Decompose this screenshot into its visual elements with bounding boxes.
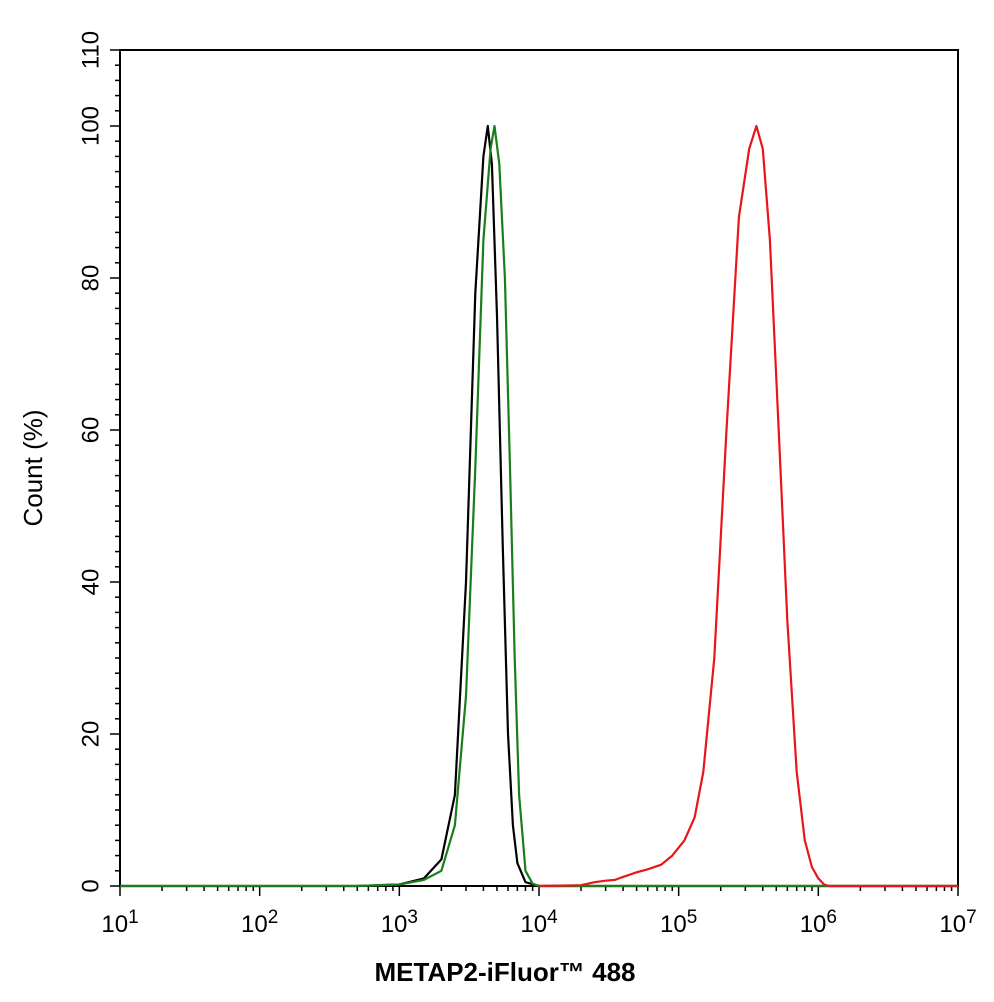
x-axis: 101 102 103 104 105 106 107	[101, 886, 977, 938]
x-axis-title: METAP2-iFluor™ 488	[374, 957, 635, 987]
x-tick-label: 106	[800, 907, 837, 938]
y-tick-label: 60	[77, 417, 104, 444]
y-tick-label: 0	[77, 879, 104, 892]
x-tick-label: 107	[939, 907, 976, 938]
y-tick-label: 80	[77, 265, 104, 292]
series-line	[120, 124, 958, 888]
x-tick-label: 103	[381, 907, 418, 938]
y-tick-label: 40	[77, 569, 104, 596]
series-layer	[120, 124, 958, 888]
plot-area	[119, 49, 959, 887]
y-axis-title: Count (%)	[18, 409, 48, 526]
y-tick-label: 110	[77, 31, 104, 69]
y-tick-label: 20	[77, 721, 104, 748]
x-tick-label: 104	[520, 907, 558, 938]
y-tick-label: 100	[77, 106, 104, 146]
x-tick-label: 102	[241, 907, 278, 938]
plot-frame	[119, 49, 959, 887]
x-tick-label: 105	[660, 907, 697, 938]
series-line	[538, 124, 958, 888]
series-line	[120, 124, 958, 888]
y-axis: 0 20 40 60 80 100 110	[77, 31, 120, 893]
x-tick-label: 101	[101, 907, 138, 938]
